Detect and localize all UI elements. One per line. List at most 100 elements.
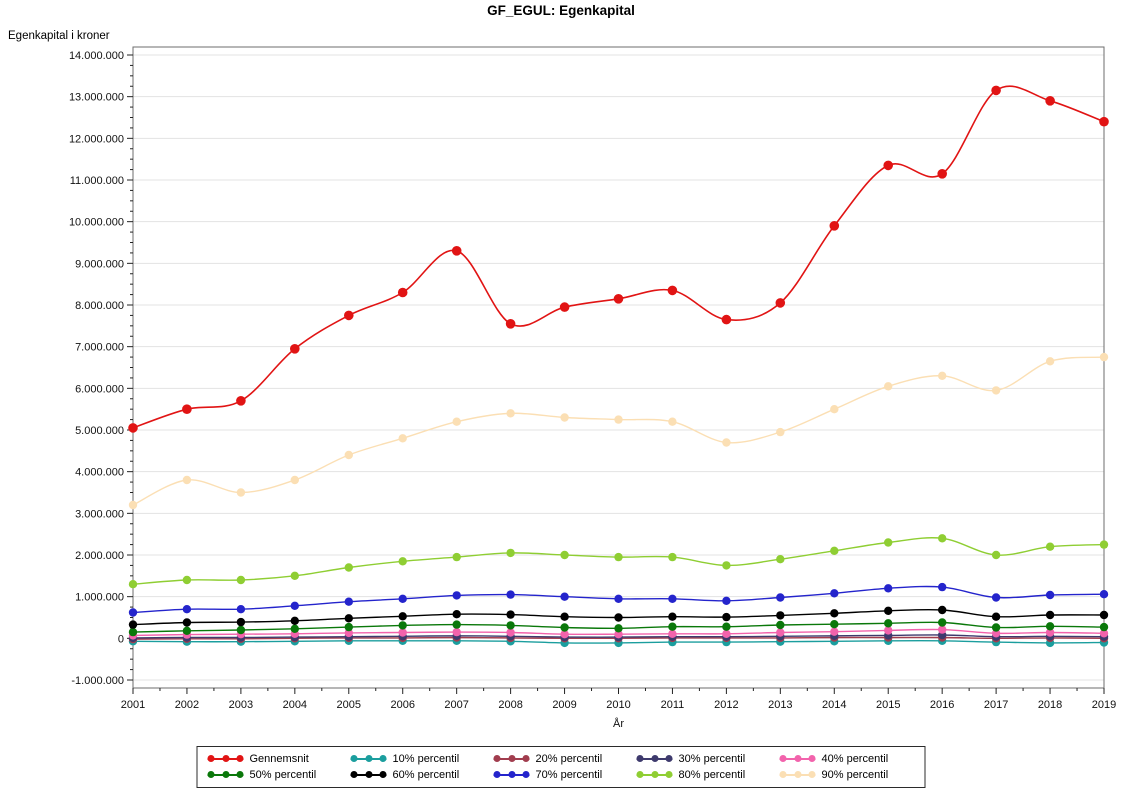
data-point-90-percentil bbox=[776, 427, 785, 437]
data-point-gennemsnit bbox=[829, 221, 840, 231]
data-point-50-percentil bbox=[290, 624, 299, 633]
y-tick-label: 12.000.000 bbox=[69, 133, 124, 145]
data-point-70-percentil bbox=[560, 592, 569, 601]
legend-line-marker-icon bbox=[350, 770, 387, 779]
data-point-50-percentil bbox=[560, 623, 569, 632]
data-point-60-percentil bbox=[668, 612, 677, 621]
data-point-40-percentil bbox=[398, 628, 407, 637]
data-point-50-percentil bbox=[722, 622, 731, 631]
x-tick-label: 2017 bbox=[984, 699, 1008, 711]
legend-line-marker-icon bbox=[350, 754, 387, 763]
data-point-80-percentil bbox=[938, 534, 947, 543]
plot-area: 14.000.000 13.000.000 12.000.000 11.000.000… bbox=[69, 46, 1116, 730]
data-point-80-percentil bbox=[668, 552, 677, 562]
data-point-90-percentil bbox=[344, 450, 353, 460]
data-point-90-percentil bbox=[128, 500, 138, 510]
y-tick-label: 8.000.000 bbox=[75, 300, 124, 312]
data-point-gennemsnit bbox=[128, 423, 138, 433]
data-point-gennemsnit bbox=[937, 169, 947, 179]
data-point-gennemsnit bbox=[775, 298, 786, 308]
data-point-70-percentil bbox=[398, 594, 407, 603]
data-point-70-percentil bbox=[236, 605, 246, 614]
x-tick-label: 2014 bbox=[822, 699, 846, 711]
data-point-70-percentil bbox=[506, 590, 515, 599]
data-point-gennemsnit bbox=[559, 302, 570, 312]
data-point-60-percentil bbox=[236, 617, 246, 627]
data-point-90-percentil bbox=[452, 417, 461, 426]
y-tick-label: 10.000.000 bbox=[69, 217, 124, 229]
data-point-50-percentil bbox=[398, 621, 407, 630]
data-point-gennemsnit bbox=[505, 319, 516, 329]
data-point-gennemsnit bbox=[991, 85, 1001, 96]
legend-label: Gennemsnit bbox=[249, 752, 309, 765]
data-point-80-percentil bbox=[560, 550, 569, 560]
data-point-50-percentil bbox=[614, 624, 623, 633]
data-point-40-percentil bbox=[938, 625, 947, 634]
data-point-50-percentil bbox=[1045, 622, 1055, 631]
data-point-80-percentil bbox=[991, 550, 1001, 560]
legend-line-marker-icon bbox=[779, 770, 816, 779]
data-point-90-percentil bbox=[938, 371, 947, 380]
legend-line-marker-icon bbox=[636, 754, 673, 763]
data-point-50-percentil bbox=[182, 626, 192, 635]
data-point-90-percentil bbox=[614, 415, 623, 424]
data-point-80-percentil bbox=[506, 548, 515, 558]
data-point-80-percentil bbox=[722, 561, 731, 570]
data-point-60-percentil bbox=[1099, 610, 1109, 620]
data-point-50-percentil bbox=[452, 620, 461, 629]
legend-label: 70% percentil bbox=[535, 768, 603, 781]
data-point-50-percentil bbox=[884, 619, 893, 628]
legend-item-30-percentil: 30% percentil bbox=[636, 751, 772, 766]
data-point-80-percentil bbox=[1099, 540, 1109, 549]
data-point-80-percentil bbox=[398, 557, 407, 566]
data-point-gennemsnit bbox=[182, 404, 192, 415]
x-tick-label: 2003 bbox=[229, 699, 253, 711]
data-point-50-percentil bbox=[776, 620, 785, 630]
data-point-90-percentil bbox=[236, 488, 246, 497]
y-tick-label: 6.000.000 bbox=[75, 383, 124, 395]
data-point-gennemsnit bbox=[236, 396, 246, 406]
data-point-90-percentil bbox=[884, 382, 893, 391]
data-point-60-percentil bbox=[290, 616, 299, 625]
data-point-40-percentil bbox=[884, 626, 893, 635]
y-tick-label: 1.000.000 bbox=[75, 592, 124, 604]
data-point-80-percentil bbox=[452, 552, 461, 562]
data-point-gennemsnit bbox=[667, 285, 678, 296]
legend-line-marker-icon bbox=[493, 754, 530, 763]
x-tick-label: 2006 bbox=[390, 699, 414, 711]
data-point-70-percentil bbox=[452, 591, 461, 600]
y-tick-label: 13.000.000 bbox=[69, 92, 124, 104]
data-point-50-percentil bbox=[344, 622, 353, 632]
legend: Gennemsnit 10% percentil 20% percentil 30% … bbox=[196, 746, 926, 788]
chart-title: GF_EGUL: Egenkapital bbox=[487, 3, 635, 18]
data-point-80-percentil bbox=[830, 546, 839, 555]
x-tick-label: 2001 bbox=[121, 699, 145, 711]
data-point-70-percentil bbox=[884, 584, 893, 593]
y-tick-label: 5.000.000 bbox=[75, 425, 124, 437]
x-tick-label: 2016 bbox=[930, 699, 954, 711]
data-point-gennemsnit bbox=[290, 344, 300, 354]
y-tick-label: 0 bbox=[118, 633, 124, 645]
data-point-60-percentil bbox=[344, 614, 353, 623]
x-tick-label: 2002 bbox=[175, 699, 199, 711]
data-point-90-percentil bbox=[290, 475, 299, 485]
legend-item-50-percentil: 50% percentil bbox=[207, 767, 343, 782]
data-point-60-percentil bbox=[776, 611, 785, 620]
data-point-80-percentil bbox=[776, 555, 785, 564]
legend-label: 20% percentil bbox=[535, 752, 603, 765]
plot-frame bbox=[132, 46, 1105, 689]
x-tick-label: 2012 bbox=[714, 699, 738, 711]
x-tick-label: 2010 bbox=[606, 699, 630, 711]
legend-label: 90% percentil bbox=[821, 768, 889, 781]
data-point-80-percentil bbox=[290, 571, 299, 580]
data-point-40-percentil bbox=[776, 628, 785, 637]
legend-item-90-percentil: 90% percentil bbox=[779, 767, 915, 782]
data-point-50-percentil bbox=[668, 622, 677, 631]
data-point-50-percentil bbox=[236, 625, 246, 635]
data-point-40-percentil bbox=[452, 627, 461, 637]
data-point-70-percentil bbox=[344, 597, 353, 606]
data-point-80-percentil bbox=[182, 575, 192, 585]
data-point-70-percentil bbox=[722, 596, 731, 605]
x-tick-label: 2008 bbox=[498, 699, 522, 711]
